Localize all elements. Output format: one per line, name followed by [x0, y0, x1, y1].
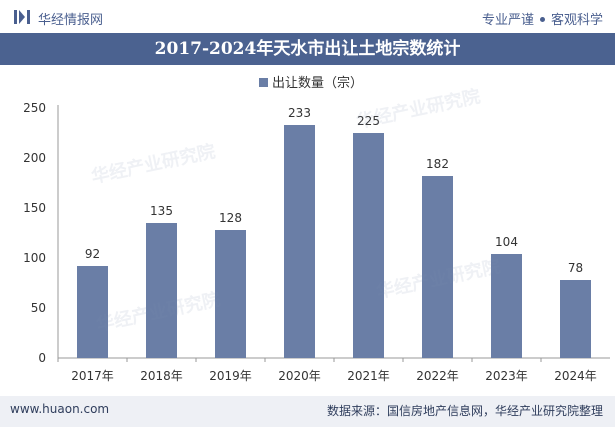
- chart-title: 2017-2024年天水市出让土地宗数统计: [154, 39, 461, 59]
- footer-source: 数据来源：国信房地产信息网，华经产业研究院整理: [326, 404, 603, 418]
- y-tick-label-50: 50: [31, 301, 46, 315]
- bar-3: [284, 125, 315, 358]
- bar-4: [353, 133, 384, 358]
- x-tick-label-5: 2022年: [416, 369, 459, 383]
- y-tick-label-100: 100: [23, 251, 46, 265]
- x-tick-label-0: 2017年: [71, 369, 114, 383]
- tagline: 专业严谨 客观科学: [482, 9, 603, 28]
- bar-2: [215, 230, 246, 358]
- x-tick-label-1: 2018年: [140, 369, 183, 383]
- bar-chart: 出让数量（宗） 0 50 100 150 200 250 92 2017年 135 2018年 128…: [23, 75, 610, 383]
- legend-label: 出让数量（宗）: [272, 75, 363, 91]
- title-bar: 2017-2024年天水市出让土地宗数统计: [0, 33, 615, 65]
- y-tick-label-150: 150: [23, 201, 46, 215]
- brand-name: 华经情报网: [38, 13, 104, 28]
- legend-swatch: [259, 78, 268, 87]
- data-label-6: 104: [495, 235, 518, 249]
- bar-0: [77, 266, 108, 358]
- data-label-7: 78: [568, 261, 583, 275]
- x-tick-label-6: 2023年: [485, 369, 528, 383]
- brand-logo-icon: [14, 10, 30, 24]
- x-tick-label-3: 2020年: [278, 369, 321, 383]
- y-tick-label-200: 200: [23, 151, 46, 165]
- tagline-right: 客观科学: [550, 13, 603, 28]
- bar-5: [422, 176, 453, 358]
- x-tick-label-2: 2019年: [209, 369, 252, 383]
- y-tick-label-0: 0: [38, 351, 46, 365]
- top-bar: 华经情报网 专业严谨 客观科学: [0, 0, 615, 33]
- bar-6: [491, 254, 522, 358]
- data-label-1: 135: [150, 204, 173, 218]
- tagline-left: 专业严谨: [481, 13, 534, 28]
- footer-website: www.huaon.com: [10, 402, 110, 416]
- data-label-4: 225: [357, 114, 380, 128]
- bar-7: [560, 280, 591, 358]
- dot-separator: [539, 17, 545, 22]
- x-tick-label-7: 2024年: [554, 369, 597, 383]
- data-label-3: 233: [288, 106, 311, 120]
- data-label-2: 128: [219, 211, 242, 225]
- y-tick-label-250: 250: [23, 101, 46, 115]
- data-label-5: 182: [426, 157, 449, 171]
- x-tick-label-4: 2021年: [347, 369, 390, 383]
- bar-1: [146, 223, 177, 358]
- data-label-0: 92: [85, 247, 100, 261]
- footer: www.huaon.com 数据来源：国信房地产信息网，华经产业研究院整理: [0, 396, 615, 427]
